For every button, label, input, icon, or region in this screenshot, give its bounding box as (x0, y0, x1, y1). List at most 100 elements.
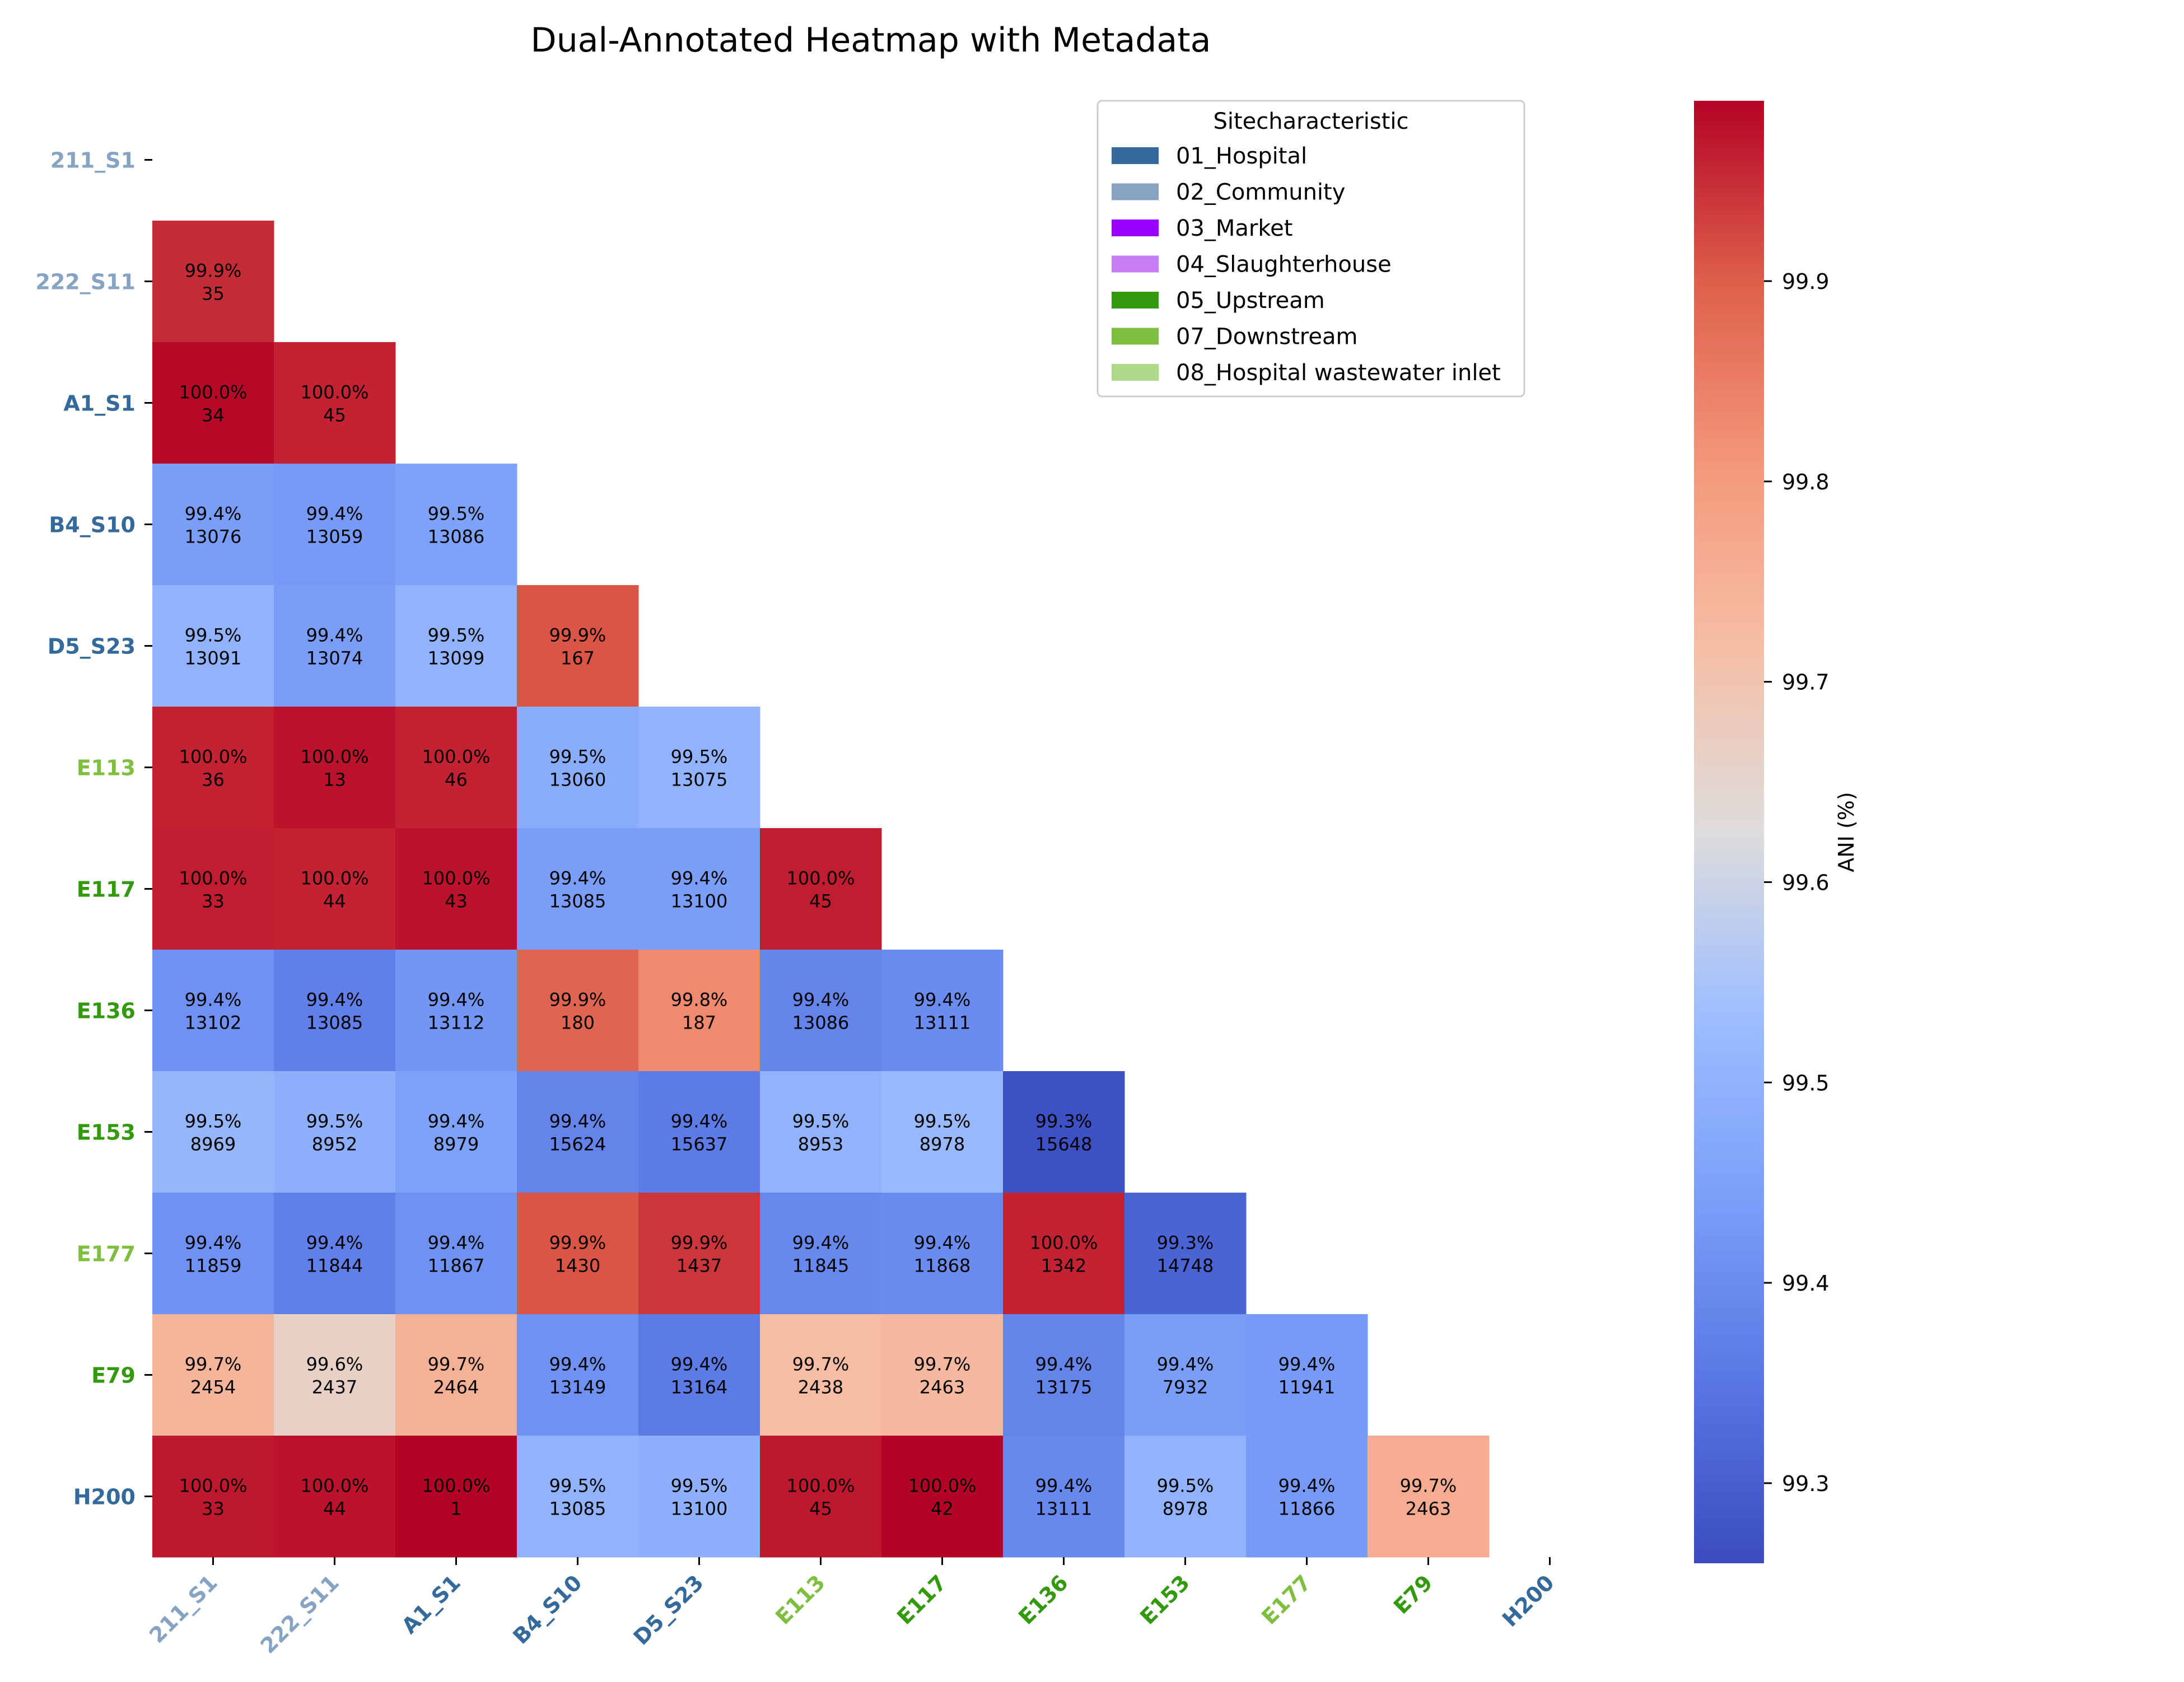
cell-ani-label: 99.4% (185, 503, 242, 525)
cell-count-label: 13164 (671, 1377, 728, 1398)
heatmap-cell (274, 464, 396, 586)
legend-frame (1096, 100, 1525, 398)
y-tick-label: D5_S23 (48, 634, 136, 659)
heatmap-cell (395, 1193, 517, 1315)
cell-count-label: 1 (450, 1498, 461, 1520)
cell-ani-label: 100.0% (422, 746, 490, 768)
cell-count-label: 8969 (190, 1134, 236, 1155)
cell-ani-label: 99.6% (306, 1354, 363, 1375)
cell-ani-label: 99.9% (549, 989, 606, 1011)
heatmap-cell (152, 1071, 274, 1193)
y-tick-label: A1_S1 (63, 391, 136, 416)
heatmap-cell (517, 1193, 639, 1315)
legend-swatch (1112, 219, 1159, 236)
cell-ani-label: 99.5% (428, 625, 485, 646)
cell-ani-label: 99.4% (914, 989, 971, 1011)
cell-count-label: 15637 (671, 1134, 728, 1155)
heatmap-cell (152, 950, 274, 1072)
heatmap-cell (517, 1071, 639, 1193)
heatmap-cell (638, 828, 760, 950)
cell-count-label: 11859 (185, 1255, 242, 1277)
legend-label: 02_Community (1176, 180, 1345, 205)
cell-count-label: 2464 (433, 1377, 479, 1398)
cell-count-label: 33 (202, 1498, 225, 1520)
cell-ani-label: 99.4% (914, 1232, 971, 1254)
legend-swatch (1112, 183, 1159, 200)
x-tick-label: E117 (892, 1570, 951, 1629)
cell-ani-label: 99.9% (549, 625, 606, 646)
cell-ani-label: 99.4% (185, 989, 242, 1011)
cell-count-label: 187 (682, 1012, 716, 1034)
cell-ani-label: 99.5% (185, 1111, 242, 1132)
cell-ani-label: 99.5% (671, 746, 728, 768)
colorbar-tick-label: 99.4 (1782, 1271, 1830, 1296)
heatmap-cell (760, 1314, 882, 1436)
cell-count-label: 2438 (798, 1377, 843, 1398)
cell-count-label: 13085 (549, 1498, 606, 1520)
cell-count-label: 13111 (1035, 1498, 1093, 1520)
colorbar-ticks: 99.3 99.4 99.5 99.6 99.7 99.8 99.9 (1764, 269, 1830, 1496)
cell-count-label: 8953 (798, 1134, 843, 1155)
cell-ani-label: 99.5% (792, 1111, 850, 1132)
heatmap-cell-labels: 99.9%35100.0%34100.0%4599.4%1307699.4%13… (179, 260, 1457, 1520)
cell-count-label: 13100 (671, 891, 728, 912)
heatmap-cell (395, 1436, 517, 1558)
colorbar: 99.3 99.4 99.5 99.6 99.7 99.8 99.9 ANI (%) (1694, 101, 1859, 1563)
heatmap-cell (517, 707, 639, 829)
legend-items: 01_Hospital 02_Community 03_Market 04_Slaug… (1112, 143, 1501, 386)
y-tick-label: 211_S1 (50, 148, 136, 173)
legend-swatch (1112, 328, 1159, 345)
cell-count-label: 13060 (549, 769, 606, 791)
heatmap-cell (152, 464, 274, 586)
heatmap-cell (395, 1071, 517, 1193)
heatmap-cell (638, 1071, 760, 1193)
x-tick-label: H200 (1497, 1570, 1559, 1632)
cell-count-label: 2437 (312, 1377, 357, 1398)
cell-ani-label: 99.5% (306, 1111, 363, 1132)
heatmap-cell (638, 1193, 760, 1315)
cell-ani-label: 100.0% (786, 868, 855, 889)
colorbar-label: ANI (%) (1834, 792, 1859, 872)
cell-count-label: 1430 (555, 1255, 600, 1277)
heatmap-cell (395, 585, 517, 707)
heatmap-cell (152, 1193, 274, 1315)
legend-title: Sitecharacteristic (1213, 109, 1408, 134)
cell-count-label: 8952 (312, 1134, 357, 1155)
legend-swatch (1112, 255, 1159, 273)
y-tick-label: 222_S11 (35, 270, 136, 295)
legend-label: 03_Market (1176, 216, 1292, 241)
legend-label: 08_Hospital wastewater inlet (1176, 360, 1501, 386)
cell-count-label: 44 (323, 891, 346, 912)
heatmap-cell (1124, 1436, 1247, 1558)
cell-ani-label: 100.0% (179, 382, 247, 403)
cell-ani-label: 99.4% (549, 1354, 606, 1375)
cell-ani-label: 100.0% (300, 868, 368, 889)
cell-count-label: 167 (561, 648, 595, 669)
heatmap-cell (1368, 1436, 1490, 1558)
colorbar-tick-label: 99.8 (1782, 470, 1830, 494)
y-tick-label: B4_S10 (49, 513, 136, 538)
heatmap-cell (152, 1436, 274, 1558)
cell-count-label: 13075 (671, 769, 728, 791)
heatmap-cell (517, 828, 639, 950)
cell-ani-label: 99.7% (914, 1354, 971, 1375)
heatmap-cell (881, 1071, 1004, 1193)
cell-ani-label: 99.4% (1035, 1354, 1093, 1375)
cell-count-label: 11845 (792, 1255, 850, 1277)
heatmap-cell (1246, 1436, 1368, 1558)
heatmap-cell (760, 950, 882, 1072)
heatmap-cells (152, 221, 1490, 1558)
heatmap-cell (274, 1314, 396, 1436)
heatmap-cell (395, 464, 517, 586)
cell-ani-label: 99.4% (549, 868, 606, 889)
cell-ani-label: 99.4% (306, 1232, 363, 1254)
x-tick-label: E136 (1014, 1570, 1073, 1629)
heatmap-cell (395, 707, 517, 829)
x-tick-label: 222_S11 (255, 1570, 343, 1658)
cell-count-label: 45 (323, 405, 346, 426)
heatmap-cell (760, 828, 882, 950)
y-axis: 211_S1 222_S11 A1_S1 B4_S10 D5_S23 E113 E117 E1… (35, 148, 152, 1510)
colorbar-tick-label: 99.7 (1782, 670, 1830, 695)
